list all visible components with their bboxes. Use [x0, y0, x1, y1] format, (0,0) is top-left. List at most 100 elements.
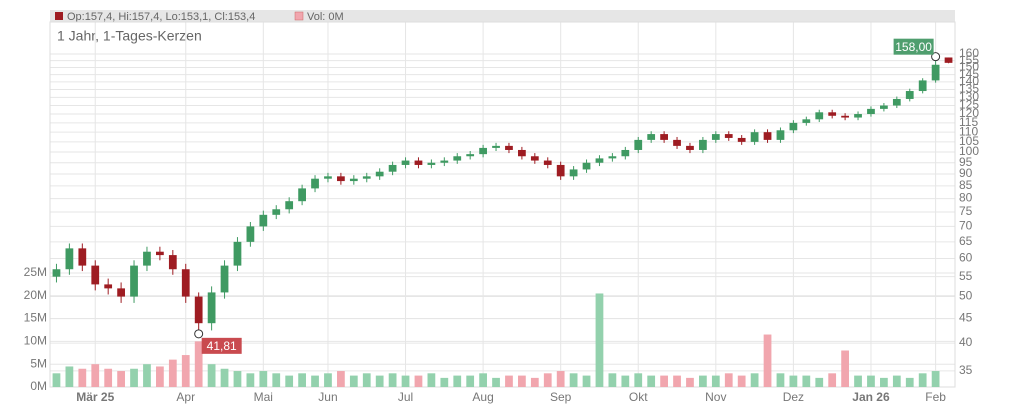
candle-body: [763, 132, 772, 140]
candle-body: [78, 248, 87, 266]
volume-bar: [388, 373, 397, 387]
candle-body: [156, 251, 164, 256]
x-tick-label: Okt: [629, 390, 648, 404]
volume-bar: [427, 373, 436, 387]
candle-body: [711, 134, 720, 140]
y-tick-label: 80: [959, 191, 973, 205]
volume-bar: [479, 373, 487, 387]
header-ohlc: Op:157,4, Hi:157,4, Lo:153,1, Cl:153,4: [67, 11, 255, 23]
candle-body: [246, 226, 255, 242]
volume-bar: [880, 377, 888, 387]
volume-bar: [168, 359, 177, 387]
y-tick-label: 40: [959, 335, 973, 349]
y-tick-label: 45: [959, 311, 973, 325]
candle-body: [479, 147, 487, 155]
y-tick-label: 125: [959, 98, 979, 112]
x-tick-label: Sep: [550, 390, 572, 404]
volume-bar: [91, 364, 100, 387]
candle-body: [492, 145, 500, 148]
candle-body: [892, 98, 901, 106]
volume-bar: [220, 368, 229, 387]
volume-bar: [453, 375, 462, 387]
y-tick-label: 95: [959, 155, 973, 169]
volume-bar: [660, 375, 668, 387]
candle-body: [854, 114, 862, 118]
candle-body: [556, 164, 565, 177]
candle-body: [117, 288, 125, 297]
volume-bar: [737, 375, 746, 387]
header-swatch: [55, 12, 63, 20]
candle-body: [168, 255, 177, 270]
volume-bar: [272, 373, 281, 387]
volume-bar: [401, 375, 410, 387]
volume-bar: [362, 373, 371, 387]
volume-bar: [311, 375, 319, 387]
candle-body: [375, 171, 384, 177]
volume-bar: [854, 375, 862, 387]
y-tick-label: 85: [959, 178, 973, 192]
candle-body: [466, 154, 475, 157]
candle-body: [776, 130, 785, 140]
candle-body: [349, 178, 358, 182]
candle-body: [699, 139, 707, 150]
candle-body: [298, 188, 306, 202]
volume-bar: [349, 375, 358, 387]
candle-body: [311, 178, 319, 189]
x-tick-label: Apr: [176, 390, 195, 404]
y-tick-label: 160: [959, 46, 979, 60]
y-tick-label: 135: [959, 82, 979, 96]
candle-body: [931, 64, 940, 81]
candle-body: [401, 160, 410, 165]
candle-body: [233, 241, 242, 266]
volume-bar: [78, 368, 87, 387]
y2-tick-label: 10M: [24, 334, 47, 348]
volume-bar: [285, 375, 294, 387]
candle-body: [518, 149, 526, 157]
header-volume: Vol: 0M: [307, 11, 344, 23]
candle-body: [944, 57, 953, 63]
y-tick-label: 150: [959, 60, 979, 74]
volume-bar: [375, 375, 384, 387]
candle-body: [52, 269, 61, 277]
volume-bar: [117, 371, 125, 387]
candle-body: [750, 132, 759, 142]
candle-body: [686, 145, 694, 150]
y-tick-label: 100: [959, 144, 979, 158]
x-tick-label: Nov: [705, 390, 726, 404]
volume-bar: [337, 371, 345, 387]
candles: [52, 56, 953, 334]
volume-bar: [207, 364, 216, 387]
candle-body: [194, 296, 203, 324]
volume-bar: [233, 371, 242, 387]
header-vol-swatch: [294, 11, 304, 21]
y-tick-label: 90: [959, 166, 973, 180]
volume-bar: [518, 375, 526, 387]
candle-body: [285, 201, 294, 210]
candle-body: [828, 112, 837, 116]
candle-body: [427, 162, 436, 165]
volume-bar: [595, 293, 604, 387]
volume-bar: [892, 375, 901, 387]
annotation-label: 41,81: [207, 339, 237, 353]
y2-tick-label: 20M: [24, 288, 47, 302]
volume-bar: [492, 377, 500, 387]
x-tick-label: Feb: [925, 390, 946, 404]
candle-body: [582, 162, 591, 170]
x-tick-label: Jan 26: [852, 390, 890, 404]
candle-body: [414, 160, 423, 165]
plot-frame: [49, 21, 956, 388]
y-tick-label: 55: [959, 269, 973, 283]
candle-body: [673, 139, 681, 146]
candle-body: [91, 265, 100, 285]
x-tick-label: Aug: [472, 390, 493, 404]
x-tick-label: Jul: [398, 390, 413, 404]
volume-bar: [52, 373, 61, 387]
x-tick-label: Mai: [254, 390, 273, 404]
volume-bar: [414, 375, 423, 387]
volume-bar: [621, 375, 630, 387]
y-tick-label: 65: [959, 234, 973, 248]
volume-bar: [530, 377, 539, 387]
volume-bar: [828, 373, 837, 387]
grid: [49, 21, 956, 388]
